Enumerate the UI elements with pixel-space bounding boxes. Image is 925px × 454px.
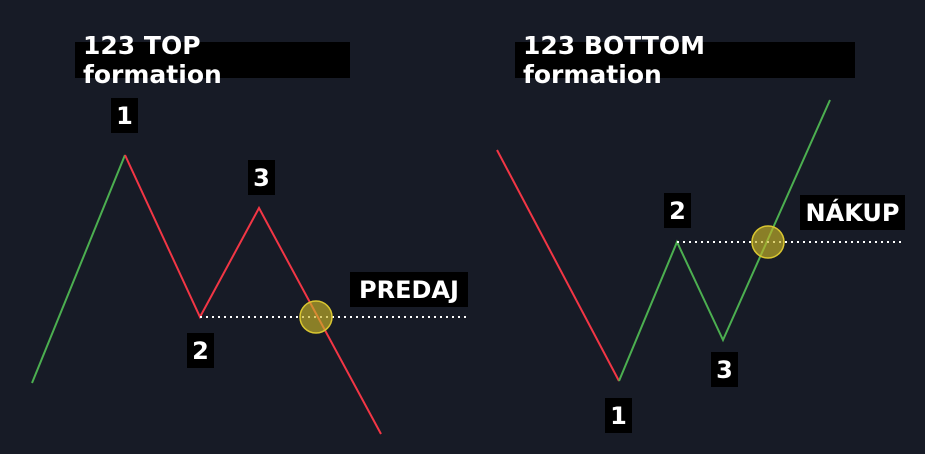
top-signal-circle — [299, 300, 333, 334]
top-title: 123 TOP formation — [75, 31, 350, 89]
bottom-point-2: 2 — [664, 193, 691, 228]
top-point-1: 1 — [111, 98, 138, 133]
bottom-action-label: NÁKUP — [800, 195, 905, 230]
bottom-signal-circle — [751, 225, 785, 259]
bottom-point-1: 1 — [605, 398, 632, 433]
top-up-leg — [31, 154, 126, 384]
top-point-2: 2 — [187, 333, 214, 368]
top-action-label: PREDAJ — [350, 272, 468, 307]
bottom-point-3: 3 — [711, 352, 738, 387]
top-down-legs — [124, 154, 382, 435]
bottom-down-leg — [496, 149, 620, 382]
bottom-title: 123 BOTTOM formation — [515, 31, 855, 89]
bottom-up-legs — [618, 99, 831, 382]
top-point-3: 3 — [248, 160, 275, 195]
